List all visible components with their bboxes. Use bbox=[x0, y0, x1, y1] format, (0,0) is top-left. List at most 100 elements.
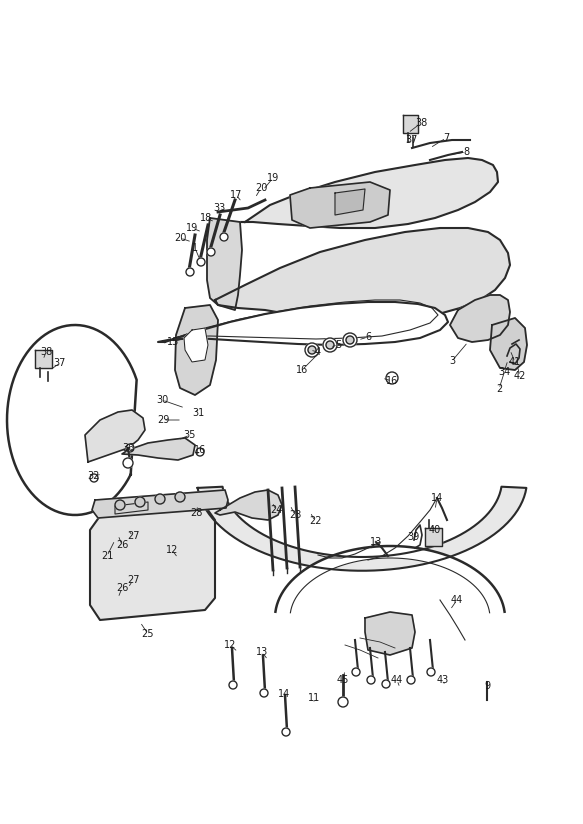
Circle shape bbox=[229, 681, 237, 689]
Polygon shape bbox=[215, 228, 510, 322]
Text: 16: 16 bbox=[194, 445, 206, 455]
Circle shape bbox=[386, 372, 398, 384]
Text: 16: 16 bbox=[296, 365, 308, 375]
Polygon shape bbox=[115, 502, 148, 514]
Polygon shape bbox=[7, 325, 136, 515]
Text: 38: 38 bbox=[40, 347, 52, 357]
Polygon shape bbox=[90, 506, 215, 620]
Circle shape bbox=[323, 338, 337, 352]
Polygon shape bbox=[122, 438, 195, 460]
Text: 21: 21 bbox=[101, 551, 113, 561]
Polygon shape bbox=[290, 182, 390, 228]
Text: 35: 35 bbox=[184, 430, 196, 440]
Text: 18: 18 bbox=[200, 213, 212, 223]
Circle shape bbox=[343, 333, 357, 347]
Text: 1: 1 bbox=[192, 243, 198, 253]
Text: 32: 32 bbox=[88, 471, 100, 481]
Text: 33: 33 bbox=[213, 203, 225, 213]
Text: 26: 26 bbox=[116, 583, 128, 593]
Circle shape bbox=[207, 248, 215, 256]
Text: 14: 14 bbox=[278, 689, 290, 699]
Circle shape bbox=[260, 689, 268, 697]
Circle shape bbox=[407, 676, 415, 684]
Circle shape bbox=[427, 668, 435, 676]
Text: 42: 42 bbox=[514, 371, 526, 381]
Text: 29: 29 bbox=[157, 415, 169, 425]
Circle shape bbox=[305, 343, 319, 357]
Text: 6: 6 bbox=[365, 332, 371, 342]
Text: 39: 39 bbox=[407, 532, 419, 542]
Text: 12: 12 bbox=[224, 640, 236, 650]
Text: 11: 11 bbox=[308, 693, 320, 703]
Text: 4: 4 bbox=[315, 347, 321, 357]
Polygon shape bbox=[175, 305, 218, 395]
Text: 43: 43 bbox=[437, 675, 449, 685]
Text: 44: 44 bbox=[391, 675, 403, 685]
Text: 16: 16 bbox=[386, 376, 398, 386]
Circle shape bbox=[90, 474, 98, 482]
Text: 28: 28 bbox=[190, 508, 202, 518]
Polygon shape bbox=[425, 528, 442, 546]
Polygon shape bbox=[92, 490, 228, 518]
Text: 13: 13 bbox=[256, 647, 268, 657]
Circle shape bbox=[382, 680, 390, 688]
Polygon shape bbox=[240, 158, 498, 228]
Text: 17: 17 bbox=[230, 190, 242, 200]
Text: 34: 34 bbox=[498, 367, 510, 377]
Polygon shape bbox=[35, 350, 52, 368]
Text: 3: 3 bbox=[449, 356, 455, 366]
Text: 7: 7 bbox=[443, 133, 449, 143]
Polygon shape bbox=[85, 410, 145, 462]
Text: 31: 31 bbox=[192, 408, 204, 418]
Circle shape bbox=[346, 336, 354, 344]
Circle shape bbox=[220, 233, 228, 241]
Text: 5: 5 bbox=[335, 340, 341, 350]
Text: 40: 40 bbox=[429, 525, 441, 535]
Circle shape bbox=[186, 268, 194, 276]
Circle shape bbox=[115, 500, 125, 510]
Polygon shape bbox=[450, 295, 510, 342]
Text: 36: 36 bbox=[122, 443, 134, 453]
Text: 24: 24 bbox=[270, 505, 282, 515]
Text: 41: 41 bbox=[509, 357, 521, 367]
Text: 27: 27 bbox=[127, 575, 139, 585]
Text: 23: 23 bbox=[289, 510, 301, 520]
Polygon shape bbox=[207, 218, 242, 310]
Text: 14: 14 bbox=[431, 493, 443, 503]
Text: 19: 19 bbox=[267, 173, 279, 183]
Circle shape bbox=[135, 497, 145, 507]
Polygon shape bbox=[335, 189, 365, 215]
Polygon shape bbox=[198, 487, 526, 571]
Polygon shape bbox=[275, 546, 504, 613]
Circle shape bbox=[308, 346, 316, 354]
Text: 13: 13 bbox=[370, 537, 382, 547]
Circle shape bbox=[155, 494, 165, 504]
Text: 37: 37 bbox=[406, 135, 418, 145]
Polygon shape bbox=[490, 318, 527, 370]
Text: 15: 15 bbox=[167, 337, 179, 347]
Text: 44: 44 bbox=[451, 595, 463, 605]
Text: 38: 38 bbox=[415, 118, 427, 128]
Circle shape bbox=[126, 444, 134, 452]
Text: 19: 19 bbox=[186, 223, 198, 233]
Circle shape bbox=[123, 458, 133, 468]
Circle shape bbox=[367, 676, 375, 684]
Text: 27: 27 bbox=[127, 531, 139, 541]
Text: 20: 20 bbox=[174, 233, 186, 243]
Polygon shape bbox=[158, 302, 448, 345]
Text: 45: 45 bbox=[337, 675, 349, 685]
Text: 8: 8 bbox=[463, 147, 469, 157]
Text: 37: 37 bbox=[54, 358, 66, 368]
Text: 30: 30 bbox=[156, 395, 168, 405]
Circle shape bbox=[352, 668, 360, 676]
Text: 25: 25 bbox=[142, 629, 154, 639]
Circle shape bbox=[197, 258, 205, 266]
Circle shape bbox=[338, 697, 348, 707]
Polygon shape bbox=[184, 328, 208, 362]
Polygon shape bbox=[215, 490, 282, 520]
Text: 26: 26 bbox=[116, 540, 128, 550]
Text: 12: 12 bbox=[166, 545, 178, 555]
Polygon shape bbox=[365, 612, 415, 655]
Circle shape bbox=[196, 448, 204, 456]
Circle shape bbox=[326, 341, 334, 349]
